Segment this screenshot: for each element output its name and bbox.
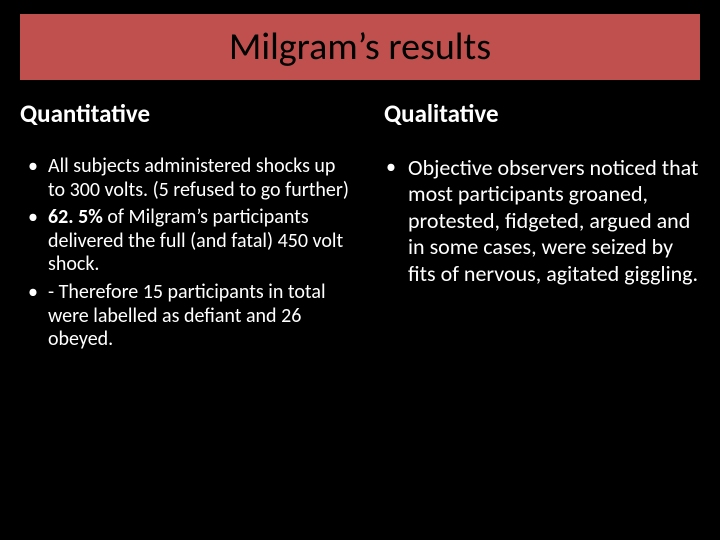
list-item: All subjects administered shocks up to 3… [20,155,350,202]
slide-title: Milgram’s results [229,24,491,70]
list-item: Objective observers noticed that most pa… [370,155,700,287]
column-qualitative: Qualitative Objective observers noticed … [370,98,700,356]
list-item: 62. 5% of Milgram’s participants deliver… [20,206,350,277]
list-qualitative: Objective observers noticed that most pa… [370,155,700,287]
heading-qualitative: Qualitative [370,98,700,129]
list-item: - Therefore 15 participants in total wer… [20,281,350,352]
heading-quantitative: Quantitative [20,98,350,129]
list-quantitative: All subjects administered shocks up to 3… [20,155,350,352]
title-bar: Milgram’s results [20,14,700,80]
content-columns: Quantitative All subjects administered s… [20,98,700,356]
column-quantitative: Quantitative All subjects administered s… [20,98,350,356]
